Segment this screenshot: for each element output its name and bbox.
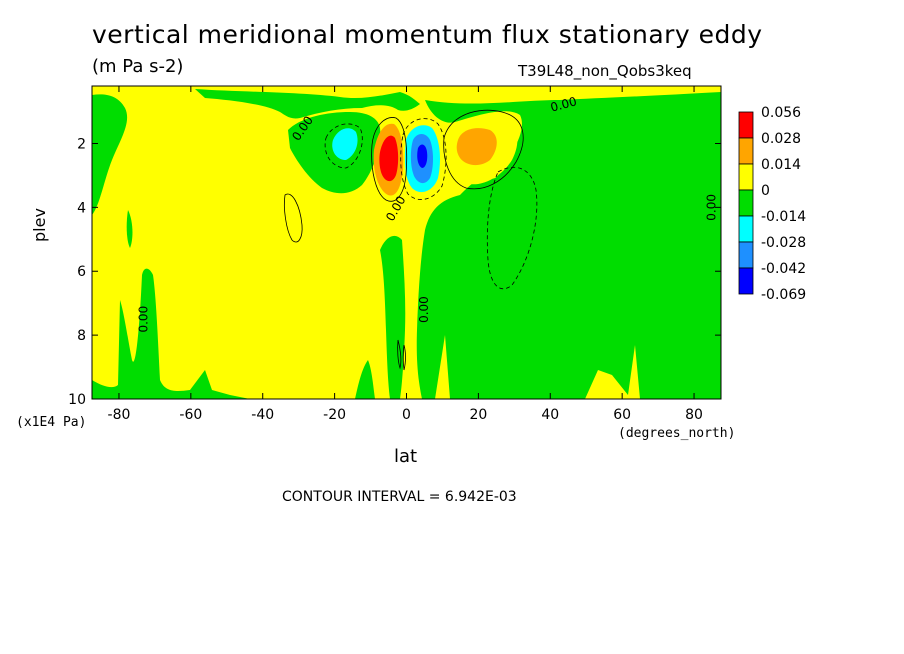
colorbar-label: 0.056 [761,105,801,121]
green-region-sh-eq [355,360,375,399]
x-tick-label: 80 [685,407,703,423]
green-region-sh-low [92,268,250,399]
y-tick-label: 6 [77,264,86,280]
y-tick-label: 8 [77,328,86,344]
colorbar-label: -0.042 [761,261,806,277]
x-tick-label: 60 [613,407,631,423]
y-tick-label: 4 [77,200,86,216]
x-tick-label: -40 [251,407,274,423]
green-patch-left [126,210,133,248]
contour-label: 0.00 [549,94,578,114]
y-axis: 2 4 6 8 10 [68,136,721,408]
y-axis-unit: (x1E4 Pa) [16,415,87,430]
x-axis-unit: (degrees_north) [618,426,736,441]
contour-label: 0.00 [705,194,719,221]
x-tick-label: 20 [469,407,487,423]
x-tick-label: -80 [108,407,131,423]
x-axis-label: lat [394,446,418,467]
x-tick-label: 40 [541,407,559,423]
colorbar-swatch [738,111,754,139]
colorbar-swatch [738,163,754,191]
contour-lines [284,109,524,371]
darkblue-core-nh [417,144,428,168]
colorbar-swatch [738,189,754,217]
chart-units: (m Pa s-2) [92,56,184,77]
negative-contour-lines [324,118,538,290]
colorbar-swatch [738,267,754,295]
x-tick-label: -60 [179,407,202,423]
colorbar-label: -0.069 [761,287,806,303]
colorbar-swatch [738,215,754,243]
colorbar-label: 0.028 [761,131,801,147]
colorbar-swatch [738,137,754,165]
orange-region-nh [456,128,497,166]
colorbar: 0.056 0.028 0.014 0 -0.014 -0.028 -0.042 -0.069 [738,105,806,303]
colorbar-label: 0.014 [761,157,801,173]
chart-title: vertical meridional momentum flux statio… [92,20,763,49]
y-tick-label: 10 [68,392,86,408]
contour-interval: CONTOUR INTERVAL = 6.942E-03 [282,489,517,505]
green-band-top [195,89,420,119]
x-axis: -80 -60 -40 -20 0 20 40 60 80 [108,86,703,423]
red-core-sh [379,135,399,182]
run-id: T39L48_non_Qobs3keq [518,62,692,80]
green-region-sh-left [92,94,128,215]
green-region-nh [416,92,721,399]
contour-label: 0.00 [417,296,431,323]
x-tick-label: -20 [323,407,346,423]
y-tick-label: 2 [77,136,86,152]
contour-label: 0.00 [137,306,151,333]
green-tongue-eq [380,235,406,399]
colorbar-label: 0 [761,183,770,199]
plot-area [92,86,721,399]
cyan-region-sh [332,128,358,160]
colorbar-label: -0.014 [761,209,806,225]
colorbar-swatch [738,241,754,269]
colorbar-label: -0.028 [761,235,806,251]
x-tick-label: 0 [402,407,411,423]
